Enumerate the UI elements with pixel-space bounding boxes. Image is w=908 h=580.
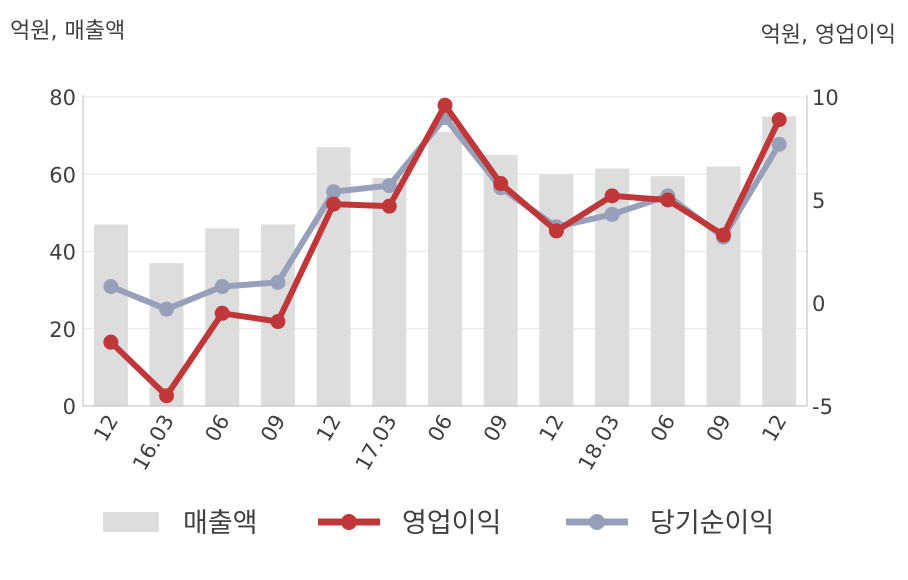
legend-item: 당기순이익: [566, 508, 774, 539]
bar: [428, 131, 462, 406]
x-tick-label: 12: [757, 411, 791, 446]
x-tick-label: 16.03: [128, 411, 179, 475]
left-axis-unit-label: 억원, 매출액: [10, 19, 125, 44]
left-tick-label: 80: [49, 86, 76, 110]
legend-item: 매출액: [103, 508, 258, 539]
data-point: [437, 97, 453, 113]
data-point: [326, 196, 342, 212]
x-tick-label: 18.03: [574, 411, 625, 475]
data-point: [715, 227, 731, 243]
right-axis-ticks: -5 0 5 10: [812, 86, 839, 419]
legend-item: 영업이익: [318, 508, 501, 539]
line-series: [103, 97, 787, 404]
data-point: [493, 176, 509, 192]
legend-marker: [589, 514, 605, 530]
data-point: [660, 192, 676, 208]
data-point: [214, 279, 230, 295]
x-tick-label: 12: [89, 411, 123, 446]
left-tick-label: 0: [63, 395, 76, 419]
bar: [539, 174, 574, 406]
bar: [706, 166, 741, 406]
right-tick-label: 0: [812, 292, 825, 316]
x-axis-ticks: 12 16.03 06 09 12 17.03 06 09 12 18.03 06 09 12: [89, 411, 791, 475]
line-series-group: [103, 97, 787, 404]
data-point: [604, 206, 620, 222]
data-point: [214, 305, 230, 321]
data-point: [381, 178, 397, 194]
x-tick-label: 09: [256, 411, 290, 446]
data-point: [604, 188, 620, 204]
x-tick-label: 12: [312, 411, 346, 446]
data-point: [270, 314, 286, 330]
data-point: [159, 301, 175, 317]
legend-label: 당기순이익: [650, 508, 774, 539]
data-point: [771, 112, 787, 128]
data-point: [103, 279, 119, 295]
legend-swatch: [103, 512, 159, 532]
left-tick-label: 60: [49, 163, 76, 187]
x-tick-label: 09: [702, 411, 736, 446]
legend-marker: [341, 514, 357, 530]
left-tick-label: 20: [49, 318, 76, 342]
x-tick-label: 06: [646, 411, 680, 446]
bar: [372, 178, 407, 406]
data-point: [270, 274, 286, 290]
x-tick-label: 09: [479, 411, 513, 446]
data-point: [771, 136, 787, 152]
legend: 매출액 영업이익 당기순이익: [103, 508, 774, 539]
x-tick-label: 17.03: [351, 411, 402, 475]
legend-label: 영업이익: [402, 508, 501, 539]
right-tick-label: -5: [812, 395, 833, 419]
data-point: [159, 388, 175, 404]
bar: [650, 176, 685, 406]
right-tick-label: 10: [812, 86, 839, 110]
right-tick-label: 5: [812, 189, 825, 213]
bar-series: [93, 116, 797, 406]
x-tick-label: 06: [200, 411, 234, 446]
x-tick-label: 12: [535, 411, 569, 446]
axes: [82, 95, 808, 407]
left-axis-ticks: 0 20 40 60 80: [49, 86, 76, 419]
data-point: [103, 334, 119, 350]
x-tick-label: 06: [423, 411, 457, 446]
data-point: [381, 198, 397, 214]
data-point: [548, 223, 564, 239]
left-tick-label: 40: [49, 241, 76, 265]
legend-label: 매출액: [183, 508, 258, 539]
bar: [93, 224, 128, 406]
right-axis-unit-label: 억원, 영업이익: [761, 23, 896, 48]
data-point: [326, 184, 342, 200]
